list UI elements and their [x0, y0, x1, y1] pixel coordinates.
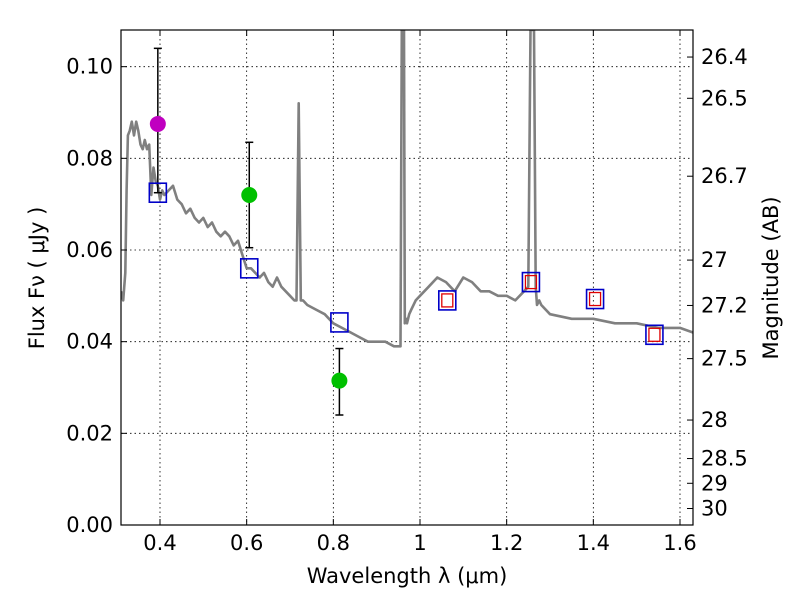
grid-lines [121, 30, 693, 525]
x-axis-ticks: 0.4 0.6 0.8 1 1.2 1.4 1.6 [143, 30, 697, 555]
red-marker-square [588, 291, 602, 307]
magnitude-tick-label: 26.4 [701, 45, 748, 69]
x-tick-label: 1.6 [663, 531, 696, 555]
series-layer [121, 30, 693, 416]
y-tick-label: 0.00 [66, 513, 113, 537]
observed-flux-point [149, 115, 166, 132]
magnitude-tick-label: 28 [701, 408, 728, 432]
synthetic-flux-square [585, 288, 605, 310]
observed-flux-point [241, 187, 258, 203]
red-marker-square [441, 293, 454, 308]
magnitude-tick-label: 27.5 [701, 347, 748, 371]
magnitude-tick-label: 26.7 [701, 164, 748, 188]
x-tick-label: 1.2 [490, 531, 523, 555]
magnitude-tick-label: 29 [701, 471, 728, 495]
magnitude-tick-label: 30 [701, 497, 728, 521]
observed-flux-point [331, 372, 348, 389]
y-axis-label: Flux Fν ( μJy ) [25, 207, 49, 350]
x-tick-label: 0.4 [143, 531, 176, 555]
y-tick-label: 0.08 [66, 146, 113, 170]
x-tick-label: 0.8 [317, 531, 350, 555]
synthetic-flux-square [521, 271, 541, 293]
model-sed-line [121, 30, 693, 348]
y-axis-ticks: 0.00 0.02 0.04 0.06 0.08 0.10 [66, 55, 127, 537]
x-axis-label: Wavelength λ (μm) [307, 564, 508, 588]
red-marker-square [648, 327, 661, 342]
x-tick-label: 1 [413, 531, 426, 555]
y-tick-label: 0.04 [66, 330, 113, 354]
magnitude-tick-label: 28.5 [701, 447, 748, 471]
synthetic-flux-square [437, 290, 457, 311]
y-tick-label: 0.06 [66, 238, 113, 262]
magnitude-tick-label: 26.5 [701, 86, 748, 110]
y-tick-label: 0.10 [66, 55, 113, 79]
magnitude-tick-label: 27 [701, 248, 728, 272]
y-tick-label: 0.02 [66, 421, 113, 445]
synthetic-flux-square [148, 182, 168, 204]
x-tick-label: 0.6 [230, 531, 263, 555]
plot-frame [120, 29, 694, 526]
magnitude-tick-label: 27.2 [701, 293, 748, 317]
plot-area [121, 30, 693, 416]
x-tick-label: 1.4 [577, 531, 610, 555]
right-axis-label: Magnitude (AB) [759, 196, 783, 359]
red-marker-square [524, 274, 538, 290]
synthetic-flux-square [239, 258, 259, 279]
synthetic-flux-square [330, 312, 349, 333]
synthetic-flux-square [645, 324, 664, 346]
